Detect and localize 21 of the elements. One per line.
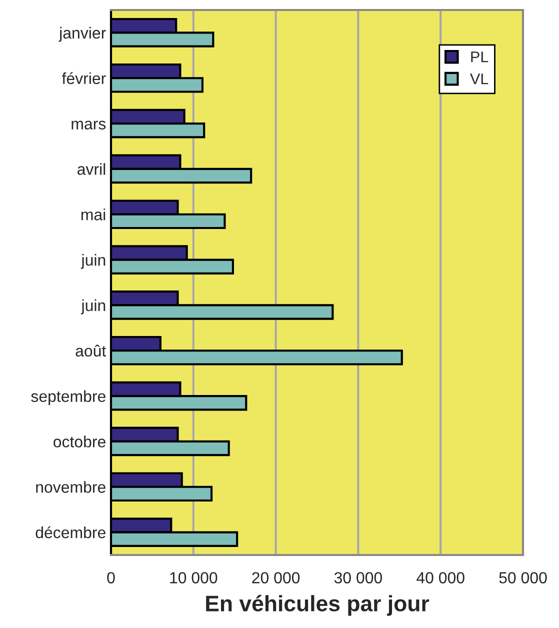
y-tick-label: mai bbox=[81, 208, 106, 220]
x-tick-label: 10 000 bbox=[170, 572, 218, 584]
legend-label: VL bbox=[470, 74, 488, 84]
y-tick-label: avril bbox=[78, 163, 106, 175]
x-tick-label: 30 000 bbox=[334, 572, 382, 584]
y-tick-label: janvier bbox=[58, 26, 106, 42]
y-tick-label: juin bbox=[80, 299, 106, 314]
y-tick-label: août bbox=[76, 344, 106, 357]
y-tick-label: février bbox=[62, 72, 106, 84]
y-tick-label: novembre bbox=[36, 481, 106, 493]
x-tick-label: 50 000 bbox=[499, 572, 547, 584]
x-tick-label: 20 000 bbox=[252, 572, 300, 584]
x-tick-label: 40 000 bbox=[416, 572, 464, 584]
x-tick-label: 0 bbox=[107, 572, 115, 584]
legend-label: PL bbox=[471, 52, 488, 62]
y-tick-label: septembre bbox=[31, 390, 106, 406]
y-tick-label: décembre bbox=[36, 526, 106, 538]
y-tick-label: juin bbox=[80, 254, 106, 269]
x-axis-title: En véhicules par jour bbox=[206, 594, 430, 616]
y-tick-label: mars bbox=[72, 120, 106, 130]
y-tick-label: octobre bbox=[54, 436, 106, 448]
